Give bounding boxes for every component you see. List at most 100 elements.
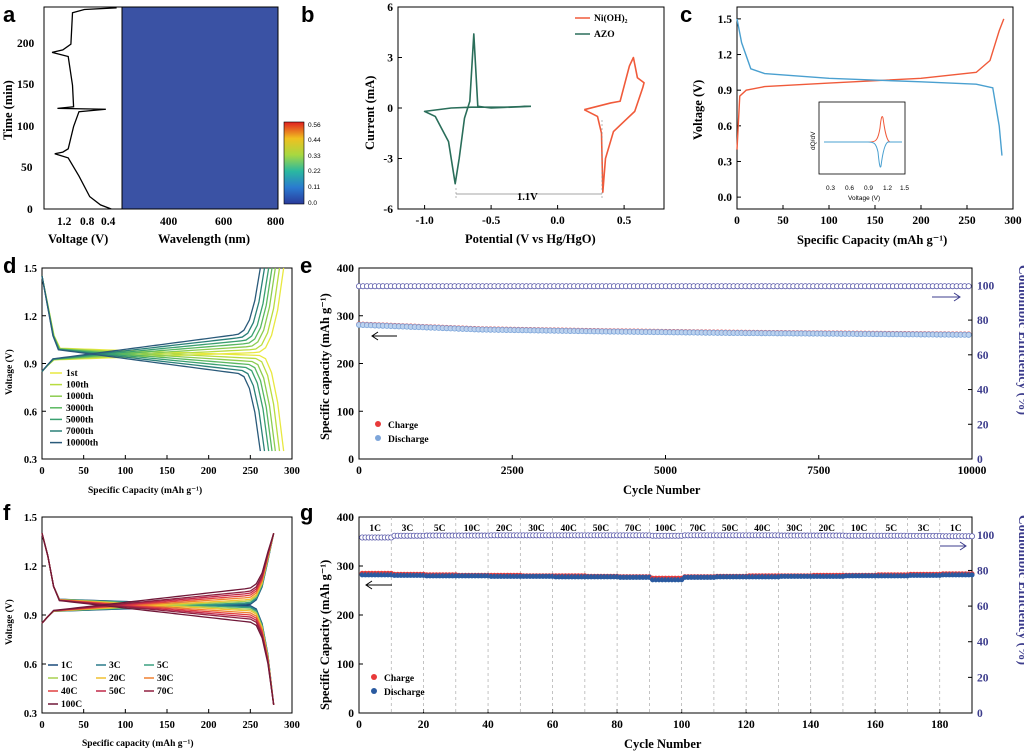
c-inset-frame — [818, 101, 906, 175]
chart-b-frame — [397, 6, 665, 210]
ytick-label: 0.6 — [24, 407, 37, 418]
ytick-label: 200 — [337, 359, 355, 371]
f-series-100C-discharge — [41, 533, 275, 705]
xtick-label: 300 — [284, 720, 300, 731]
e-xlabel: Cycle Number — [623, 483, 701, 497]
ytick-label: 400 — [337, 263, 355, 275]
ytick-label: 0.6 — [718, 121, 733, 133]
xtick-label: 250 — [242, 720, 258, 731]
ytick-label: 0.9 — [24, 360, 37, 371]
g-rate-label: 1C — [950, 524, 962, 534]
chart-g: 0 20 40 60 80 100 120 140 160 180 0 100 200 300 400 0 20… — [318, 512, 1024, 751]
f-legend-label: 5C — [157, 661, 169, 671]
panel-label-g: g — [300, 500, 313, 525]
g-y2label: Coulombic Efficiency (%) — [1016, 515, 1024, 665]
xtick-label: 100 — [673, 719, 691, 731]
a-xtick-800: 800 — [267, 216, 285, 228]
c-inset-discharge — [824, 141, 902, 168]
ytick-label: 3 — [387, 53, 393, 65]
cb-tick-4: 0.11 — [308, 184, 321, 191]
xtick-label: 300 — [1004, 215, 1022, 227]
a-voltage-time-curve — [51, 7, 117, 210]
b-xlabel: Potential (V vs Hg/HgO) — [465, 232, 596, 246]
e-y2tick-label: 40 — [977, 385, 989, 397]
d-legend-label: 1st — [66, 369, 78, 379]
e-discharge-point — [965, 331, 972, 338]
chart-g-frame — [358, 516, 973, 714]
f-series-100C-charge — [41, 533, 275, 624]
b-legend-azo: AZO — [594, 30, 615, 40]
g-legend-charge: Charge — [384, 674, 414, 684]
chart-c: 0 50 100 150 200 250 300 0.0 0.3 0.6 0.9 1.2 1.5 0.3… — [691, 6, 1022, 247]
g-rate-label: 5C — [434, 524, 446, 534]
e-legend-charge: Charge — [388, 421, 418, 431]
f-legend-label: 40C — [61, 687, 78, 697]
f-ylabel: Voltage (V) — [4, 599, 15, 645]
g-legend-discharge: Discharge — [384, 688, 425, 698]
xtick-label: 100 — [820, 215, 838, 227]
g-rate-label: 50C — [593, 524, 610, 534]
panel-label-f: f — [3, 500, 11, 525]
c-xlabel: Specific Capacity (mAh g⁻¹) — [797, 233, 947, 247]
c-inset-ylabel: dQ/dV — [810, 131, 817, 150]
xtick-label: 60 — [547, 719, 559, 731]
chart-f: 0 50 100 150 200 250 300 0.3 0.6 0.9 1.2 1.5 1C 3C 5C… — [4, 513, 300, 749]
cb-tick-2: 0.33 — [308, 153, 321, 160]
heatmap-area — [122, 7, 278, 209]
xtick-label: 50 — [78, 720, 89, 731]
g-y2tick-label: 20 — [977, 672, 989, 684]
b-series-niooh — [583, 56, 645, 193]
xtick-label: 0 — [39, 466, 44, 477]
a-xtick-400: 400 — [160, 216, 178, 228]
ytick-label: 300 — [337, 561, 355, 573]
xtick-label: 250 — [958, 215, 976, 227]
a-ytick-100: 100 — [17, 121, 35, 133]
a-left-xtick-1: 1.2 — [57, 216, 72, 228]
f-legend-label: 10C — [61, 674, 78, 684]
c-inset-charge — [824, 115, 902, 143]
xtick-label: 0.0 — [550, 215, 565, 227]
panel-label-a: a — [3, 2, 16, 27]
d-series-10000th-discharge — [41, 275, 261, 452]
g-ce-arrow — [940, 541, 967, 551]
e-cap-arrow — [371, 331, 397, 341]
f-legend-label: 20C — [109, 674, 126, 684]
xtick-label: 120 — [738, 719, 756, 731]
b-ylabel: Current (mA) — [363, 76, 377, 150]
g-rate-label: 70C — [625, 524, 642, 534]
g-rate-label: 30C — [786, 524, 803, 534]
c-inset-xtick-0: 0.3 — [826, 185, 835, 192]
chart-e: 0 2500 5000 7500 100000100200300400020406080… — [318, 263, 1024, 497]
xtick-label: -1.0 — [415, 215, 433, 227]
xtick-label: 10000 — [958, 465, 987, 477]
panel-label-e: e — [300, 253, 312, 278]
ytick-label: 0.3 — [718, 156, 733, 168]
f-legend-label: 3C — [109, 661, 121, 671]
xtick-label: 150 — [159, 720, 175, 731]
g-legend-swatch-discharge — [371, 688, 377, 694]
g-legend-swatch-charge — [371, 674, 377, 680]
ytick-label: 1.2 — [718, 50, 733, 62]
ytick-label: 0 — [348, 454, 354, 466]
chart-a: 1.2 0.8 0.4 400 600 800 0 50 100 150 200… — [1, 6, 321, 246]
xtick-label: 0 — [734, 215, 740, 227]
g-cap-arrow — [365, 580, 392, 590]
g-rate-label: 30C — [528, 524, 545, 534]
xtick-label: 40 — [482, 719, 494, 731]
g-discharge-point — [969, 572, 975, 578]
f-legend-label: 30C — [157, 674, 174, 684]
c-inset-xtick-3: 1.2 — [883, 185, 892, 192]
ytick-label: 1.2 — [24, 562, 37, 573]
d-ylabel: Voltage (V) — [4, 349, 15, 395]
xtick-label: 200 — [201, 720, 217, 731]
f-legend-label: 100C — [61, 700, 82, 710]
xtick-label: 140 — [802, 719, 820, 731]
ytick-label: 0 — [348, 708, 354, 720]
e-legend-discharge: Discharge — [388, 435, 429, 445]
xtick-label: 0 — [356, 465, 362, 477]
cb-tick-0: 0.56 — [308, 122, 321, 129]
xtick-label: 0.5 — [617, 215, 632, 227]
panel-label-b: b — [301, 2, 314, 27]
xtick-label: 100 — [117, 720, 133, 731]
xtick-label: 5000 — [654, 465, 677, 477]
